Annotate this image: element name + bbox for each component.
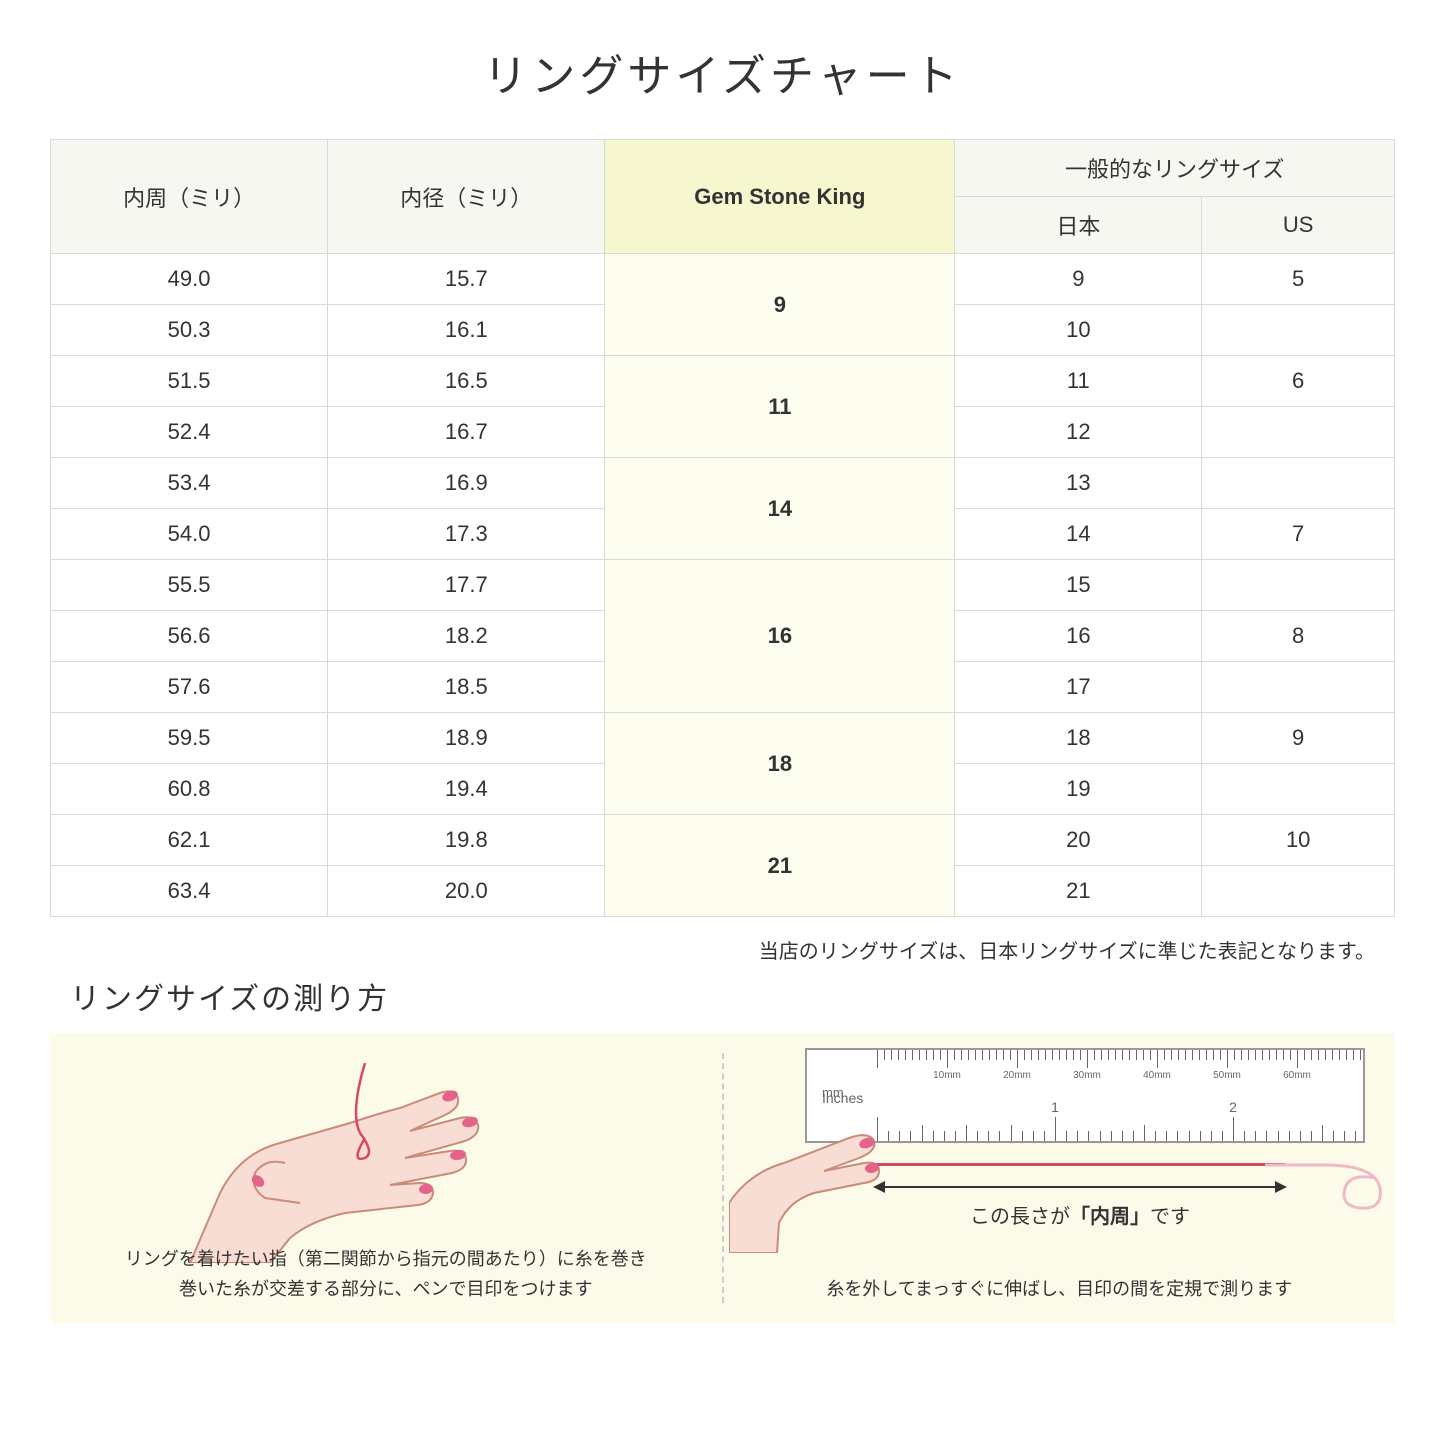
cell-us xyxy=(1202,662,1395,713)
header-circumference: 内周（ミリ） xyxy=(51,140,328,254)
header-japan: 日本 xyxy=(955,197,1202,254)
measurement-arrow xyxy=(875,1186,1285,1188)
header-gsk: Gem Stone King xyxy=(605,140,955,254)
cell-diameter: 19.4 xyxy=(328,764,605,815)
cell-us: 9 xyxy=(1202,713,1395,764)
cell-us: 5 xyxy=(1202,254,1395,305)
cell-us: 10 xyxy=(1202,815,1395,866)
hand-measuring-icon xyxy=(729,1123,889,1253)
cell-circumference: 52.4 xyxy=(51,407,328,458)
cell-circumference: 50.3 xyxy=(51,305,328,356)
caption-left: リングを着けたい指（第二関節から指元の間あたり）に糸を巻き巻いた糸が交差する部分… xyxy=(50,1244,722,1305)
cell-diameter: 16.9 xyxy=(328,458,605,509)
cell-diameter: 15.7 xyxy=(328,254,605,305)
cell-diameter: 17.3 xyxy=(328,509,605,560)
cell-circumference: 56.6 xyxy=(51,611,328,662)
header-us: US xyxy=(1202,197,1395,254)
cell-diameter: 19.8 xyxy=(328,815,605,866)
cell-diameter: 18.5 xyxy=(328,662,605,713)
cell-japan: 12 xyxy=(955,407,1202,458)
cell-japan: 13 xyxy=(955,458,1202,509)
cell-gsk: 11 xyxy=(605,356,955,458)
cell-circumference: 59.5 xyxy=(51,713,328,764)
cell-japan: 11 xyxy=(955,356,1202,407)
cell-gsk: 9 xyxy=(605,254,955,356)
note-text: 当店のリングサイズは、日本リングサイズに準じた表記となります。 xyxy=(50,935,1395,964)
table-row: 51.516.511116 xyxy=(51,356,1395,407)
cell-circumference: 55.5 xyxy=(51,560,328,611)
cell-japan: 16 xyxy=(955,611,1202,662)
cell-circumference: 53.4 xyxy=(51,458,328,509)
cell-diameter: 18.9 xyxy=(328,713,605,764)
cell-circumference: 62.1 xyxy=(51,815,328,866)
instruction-right: mm Inches 10mm20mm30mm40mm50mm60mm12 この長… xyxy=(724,1033,1396,1323)
cell-diameter: 18.2 xyxy=(328,611,605,662)
cell-japan: 15 xyxy=(955,560,1202,611)
cell-gsk: 16 xyxy=(605,560,955,713)
cell-circumference: 57.6 xyxy=(51,662,328,713)
cell-circumference: 63.4 xyxy=(51,866,328,917)
subtitle: リングサイズの測り方 xyxy=(70,974,1395,1018)
cell-us: 6 xyxy=(1202,356,1395,407)
table-row: 55.517.71615 xyxy=(51,560,1395,611)
cell-circumference: 60.8 xyxy=(51,764,328,815)
cell-us xyxy=(1202,764,1395,815)
cell-gsk: 14 xyxy=(605,458,955,560)
cell-us xyxy=(1202,866,1395,917)
table-row: 62.119.8212010 xyxy=(51,815,1395,866)
cell-japan: 17 xyxy=(955,662,1202,713)
cell-us: 8 xyxy=(1202,611,1395,662)
header-diameter: 内径（ミリ） xyxy=(328,140,605,254)
cell-diameter: 20.0 xyxy=(328,866,605,917)
page-title: リングサイズチャート xyxy=(50,40,1395,104)
cell-diameter: 17.7 xyxy=(328,560,605,611)
cell-japan: 9 xyxy=(955,254,1202,305)
cell-diameter: 16.1 xyxy=(328,305,605,356)
cell-us: 7 xyxy=(1202,509,1395,560)
cell-diameter: 16.5 xyxy=(328,356,605,407)
hand-with-thread-icon xyxy=(150,1063,490,1263)
cell-us xyxy=(1202,407,1395,458)
instructions-panel: リングを着けたい指（第二関節から指元の間あたり）に糸を巻き巻いた糸が交差する部分… xyxy=(50,1033,1395,1323)
cell-diameter: 16.7 xyxy=(328,407,605,458)
ruler-inches-label: Inches xyxy=(822,1090,863,1106)
table-row: 59.518.918189 xyxy=(51,713,1395,764)
instruction-left: リングを着けたい指（第二関節から指元の間あたり）に糸を巻き巻いた糸が交差する部分… xyxy=(50,1033,722,1323)
cell-circumference: 49.0 xyxy=(51,254,328,305)
cell-gsk: 21 xyxy=(605,815,955,917)
cell-us xyxy=(1202,305,1395,356)
thread-icon xyxy=(875,1163,1285,1166)
cell-japan: 20 xyxy=(955,815,1202,866)
arrow-label: この長さが「内周」です xyxy=(875,1200,1285,1229)
caption-right: 糸を外してまっすぐに伸ばし、目印の間を定規で測ります xyxy=(724,1274,1396,1305)
header-general: 一般的なリングサイズ xyxy=(955,140,1395,197)
table-row: 49.015.7995 xyxy=(51,254,1395,305)
cell-japan: 21 xyxy=(955,866,1202,917)
ruler-icon: mm Inches 10mm20mm30mm40mm50mm60mm12 xyxy=(805,1048,1365,1143)
table-row: 53.416.91413 xyxy=(51,458,1395,509)
cell-us xyxy=(1202,560,1395,611)
cell-circumference: 51.5 xyxy=(51,356,328,407)
thread-curl-icon xyxy=(1265,1138,1405,1218)
cell-japan: 19 xyxy=(955,764,1202,815)
cell-japan: 10 xyxy=(955,305,1202,356)
cell-us xyxy=(1202,458,1395,509)
size-chart-table: 内周（ミリ） 内径（ミリ） Gem Stone King 一般的なリングサイズ … xyxy=(50,139,1395,917)
cell-gsk: 18 xyxy=(605,713,955,815)
cell-japan: 14 xyxy=(955,509,1202,560)
cell-japan: 18 xyxy=(955,713,1202,764)
cell-circumference: 54.0 xyxy=(51,509,328,560)
